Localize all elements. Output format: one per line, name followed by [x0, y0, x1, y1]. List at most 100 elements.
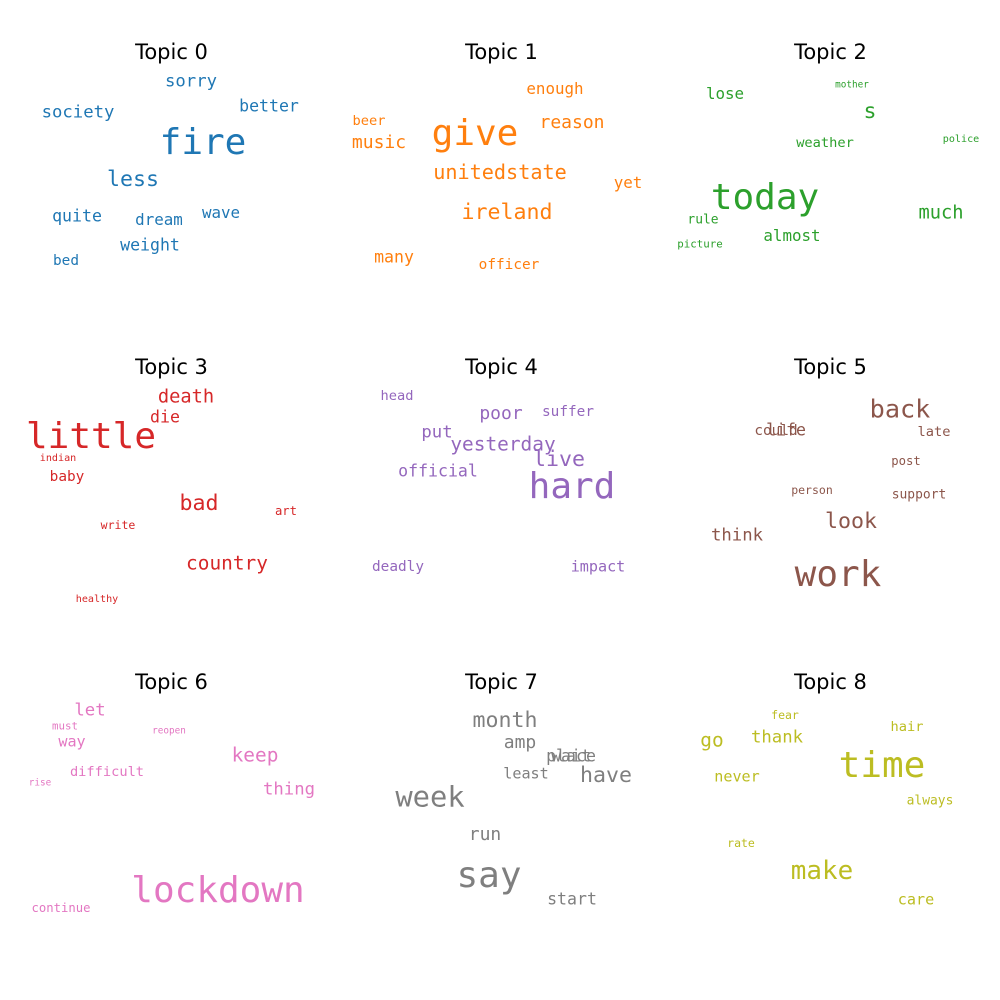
cloud-word-quite: quite	[52, 206, 102, 226]
cloud-word-must: must	[51, 719, 79, 733]
cloud-word-never: never	[714, 767, 760, 786]
topic-title-3: Topic 3	[135, 355, 208, 379]
cloud-word-wait: wait	[551, 746, 591, 766]
topic-title-0: Topic 0	[135, 40, 208, 64]
cloud-word-reason: reason	[539, 112, 605, 133]
cloud-word-put: put	[421, 422, 453, 443]
topic-title-7: Topic 7	[465, 670, 538, 694]
cloud-word-die: die	[150, 407, 180, 427]
cloud-word-reopen: reopen	[152, 725, 186, 737]
cloud-word-official: official	[398, 461, 478, 481]
cloud-word-impact: impact	[570, 557, 626, 576]
cloud-word-officer: officer	[478, 256, 540, 273]
cloud-word-rise: rise	[28, 777, 52, 789]
cloud-word-run: run	[468, 824, 502, 845]
topic-panel-7: Topic 7 say week month have run amp start place w…	[335, 630, 668, 963]
topic-title-4: Topic 4	[465, 355, 538, 379]
topic-title-1: Topic 1	[465, 40, 538, 64]
cloud-word-look: look	[824, 509, 878, 535]
cloud-word-time: time	[838, 745, 926, 786]
cloud-word-wave: wave	[201, 203, 241, 223]
cloud-word-less: less	[106, 167, 160, 193]
cloud-word-picture: picture	[677, 237, 723, 251]
cloud-word-let: let	[74, 700, 106, 721]
cloud-word-dream: dream	[135, 210, 183, 230]
cloud-word-have: have	[579, 763, 633, 789]
cloud-word-care: care	[897, 890, 935, 909]
cloud-word-amp: amp	[503, 732, 537, 753]
cloud-word-life: life	[766, 420, 806, 440]
cloud-word-hair: hair	[890, 719, 924, 736]
cloud-word-work: work	[794, 554, 882, 595]
cloud-word-unitedstate: unitedstate	[433, 159, 567, 184]
cloud-word-lockdown: lockdown	[131, 870, 305, 911]
cloud-word-make: make	[790, 856, 854, 887]
cloud-word-write: write	[100, 518, 136, 533]
cloud-word-death: death	[157, 386, 215, 408]
cloud-word-least: least	[503, 764, 549, 783]
cloud-word-fear: fear	[771, 708, 799, 723]
cloud-word-difficult: difficult	[69, 764, 145, 781]
cloud-word-mother: mother	[835, 79, 869, 91]
cloud-word-person: person	[791, 483, 833, 498]
cloud-word-today: today	[710, 177, 820, 218]
cloud-word-yesterday: yesterday	[450, 432, 556, 456]
cloud-word-indian: indian	[39, 452, 77, 464]
cloud-word-could: could	[754, 422, 798, 439]
cloud-word-poor: poor	[479, 403, 523, 424]
cloud-word-almost: almost	[763, 226, 821, 246]
topic-title-6: Topic 6	[135, 670, 208, 694]
cloud-word-month: month	[472, 708, 538, 734]
cloud-word-week: week	[395, 779, 465, 814]
cloud-word-thank: thank	[751, 727, 803, 748]
cloud-word-ireland: ireland	[461, 200, 553, 226]
cloud-word-deadly: deadly	[372, 558, 424, 575]
cloud-word-art: art	[274, 503, 298, 518]
cloud-word-much: much	[918, 202, 964, 224]
cloud-word-start: start	[547, 889, 597, 909]
topic-panel-8: Topic 8 time make go thank never care hair alway…	[664, 630, 997, 963]
cloud-word-healthy: healthy	[75, 593, 119, 605]
cloud-word-give: give	[431, 113, 519, 154]
cloud-word-support: support	[891, 487, 947, 503]
topic-panel-5: Topic 5 work back look think life could late sup…	[664, 315, 997, 648]
cloud-word-say: say	[456, 855, 522, 896]
topic-panel-6: Topic 6 lockdown keep thing let way difficult c…	[5, 630, 338, 963]
cloud-word-place: place	[546, 746, 596, 766]
cloud-word-head: head	[380, 388, 414, 405]
cloud-word-rate: rate	[727, 836, 755, 851]
cloud-word-weight: weight	[120, 235, 180, 255]
cloud-word-continue: continue	[31, 900, 91, 915]
topic-panel-0: Topic 0 fire less society sorry weight better q…	[5, 0, 338, 333]
cloud-word-little: little	[25, 416, 157, 457]
cloud-word-always: always	[906, 793, 954, 809]
cloud-word-bad: bad	[179, 491, 219, 517]
cloud-word-society: society	[41, 102, 115, 123]
cloud-word-music: music	[351, 132, 407, 153]
topic-panel-3: Topic 3 little bad country death die baby art wr…	[5, 315, 338, 648]
cloud-word-better: better	[239, 96, 299, 116]
cloud-word-live: live	[532, 447, 586, 473]
topic-panel-1: Topic 1 give ireland unitedstate music reason…	[335, 0, 668, 333]
cloud-word-country: country	[186, 551, 268, 575]
cloud-word-weather: weather	[796, 135, 854, 152]
topic-panel-4: Topic 4 hard live yesterday poor put official i…	[335, 315, 668, 648]
cloud-word-post: post	[891, 453, 921, 468]
cloud-word-go: go	[700, 728, 724, 752]
cloud-word-sorry: sorry	[165, 71, 217, 92]
cloud-word-thing: thing	[263, 779, 315, 800]
cloud-word-police: police	[942, 133, 980, 145]
topic-title-5: Topic 5	[794, 355, 867, 379]
topic-title-8: Topic 8	[794, 670, 867, 694]
cloud-word-back: back	[869, 394, 931, 424]
cloud-word-suffer: suffer	[542, 403, 594, 420]
cloud-word-enough: enough	[526, 79, 584, 99]
cloud-word-late: late	[917, 424, 951, 441]
cloud-word-way: way	[58, 732, 86, 751]
cloud-word-rule: rule	[687, 212, 719, 228]
cloud-word-s: s	[863, 99, 877, 125]
cloud-word-fire: fire	[159, 122, 247, 163]
cloud-word-baby: baby	[49, 468, 85, 485]
cloud-word-lose: lose	[705, 84, 745, 104]
cloud-word-many: many	[374, 247, 414, 267]
